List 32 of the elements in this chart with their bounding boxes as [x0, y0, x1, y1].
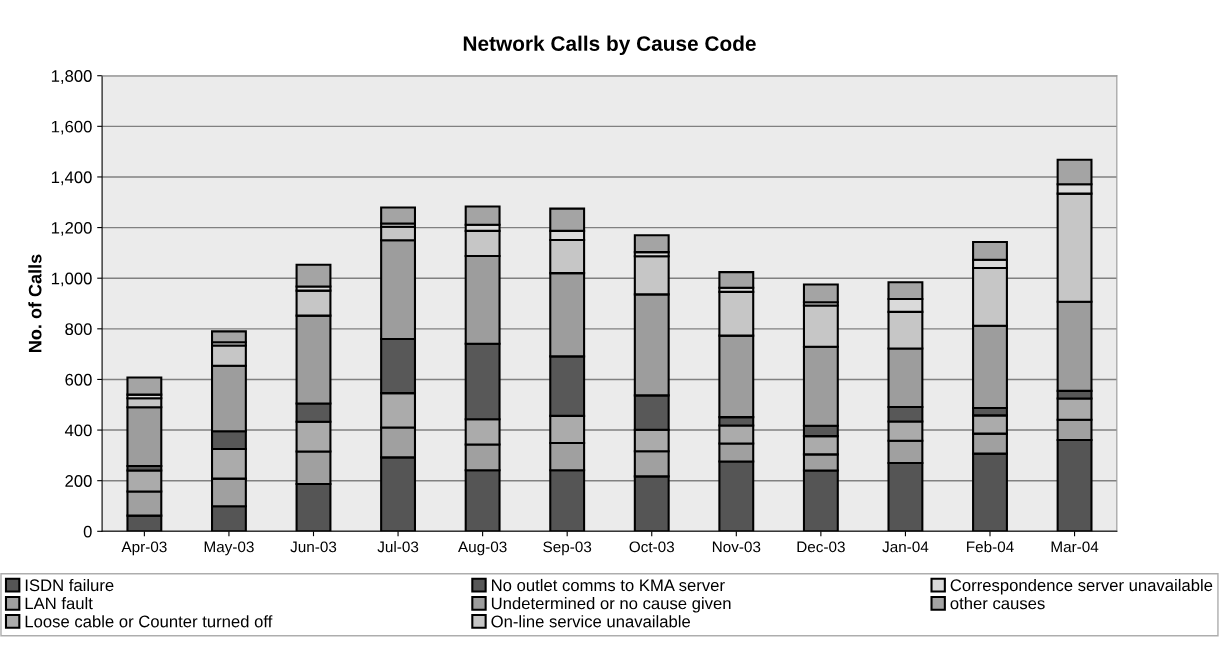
y-tick-label: 200: [65, 475, 92, 487]
y-tick-label: 1,800: [51, 70, 92, 84]
y-tick-label: 1,000: [51, 272, 92, 287]
y-axis-title: No. of Calls: [28, 254, 42, 352]
y-tick-label: 1,600: [51, 120, 92, 135]
y-tick-label: 0: [83, 525, 92, 538]
legend-label: Undetermined or no cause given: [491, 597, 731, 613]
x-tick-label: Nov-03: [712, 541, 761, 553]
chart-title: Network Calls by Cause Code: [463, 35, 756, 56]
legend-label: On-line service unavailable: [491, 615, 691, 628]
x-tick-label: Mar-04: [1051, 541, 1099, 553]
y-tick-label: 800: [65, 323, 92, 336]
x-tick-label: Oct-03: [629, 541, 674, 553]
y-tick-label: 1,400: [51, 171, 92, 186]
legend-label: other causes: [950, 597, 1045, 610]
x-tick-label: Aug-03: [458, 541, 507, 556]
x-tick-label: Jul-03: [377, 541, 419, 553]
x-tick-label: Sep-03: [543, 541, 592, 556]
y-tick-label: 600: [65, 373, 92, 386]
x-tick-label: Jan-04: [882, 541, 929, 553]
x-tick-label: Feb-04: [967, 541, 1014, 553]
legend-label: ISDN failure: [25, 578, 114, 592]
y-tick-label: 400: [64, 424, 92, 437]
x-tick-label: Dec-03: [797, 541, 845, 553]
x-tick-label: May-03: [204, 541, 254, 556]
y-tick-label: 1,200: [51, 221, 92, 236]
legend-label: Correspondence server unavailable: [950, 578, 1213, 595]
x-tick-label: Jun-03: [290, 541, 337, 553]
legend-label: No outlet comms to KMA server: [492, 578, 725, 592]
x-tick-label: Apr-03: [121, 541, 167, 556]
legend-label: LAN fault: [25, 597, 93, 610]
legend-label: Loose cable or Counter turned off: [25, 615, 273, 628]
